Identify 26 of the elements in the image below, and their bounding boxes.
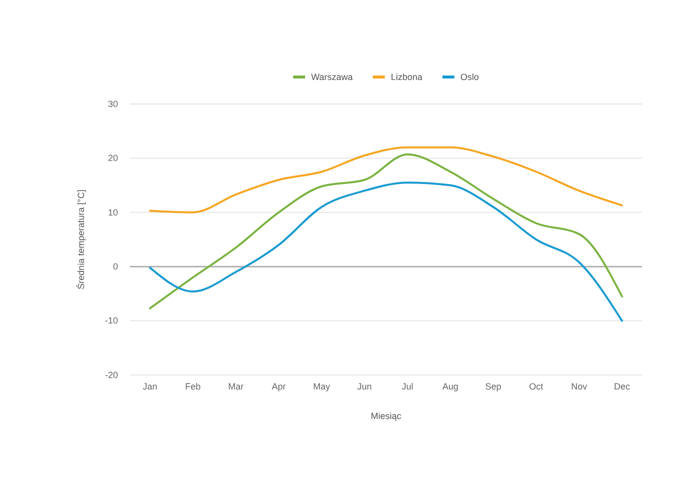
x-tick-label: Oct xyxy=(529,381,544,392)
x-tick-label: May xyxy=(313,381,331,392)
line-series xyxy=(149,146,623,214)
x-tick-label: Nov xyxy=(571,381,588,392)
x-tick-label: Jul xyxy=(402,381,414,392)
y-tick-label: 10 xyxy=(108,207,118,218)
x-axis-title: Miesiąc xyxy=(370,411,402,421)
legend-label: Oslo xyxy=(460,72,479,82)
legend-label: Lizbona xyxy=(390,72,422,82)
y-tick-label: -10 xyxy=(104,316,118,326)
y-axis-title: Średnia temperatura [°C] xyxy=(75,190,86,290)
x-tick-label: Jan xyxy=(142,381,158,392)
line-series xyxy=(149,153,623,310)
y-tick-label: -20 xyxy=(104,370,118,380)
x-tick-label: Dec xyxy=(614,381,630,392)
x-tick-label: Mar xyxy=(228,381,244,392)
x-tick-label: Feb xyxy=(185,381,201,392)
x-tick-label: Aug xyxy=(442,381,458,392)
x-tick-label: Apr xyxy=(272,381,286,392)
x-tick-label: Sep xyxy=(485,381,502,392)
y-tick-label: 20 xyxy=(108,153,118,164)
y-tick-label: 30 xyxy=(108,98,118,109)
legend-label: Warszawa xyxy=(311,72,353,82)
y-tick-label: 0 xyxy=(112,261,118,272)
line-series xyxy=(149,182,623,322)
x-tick-label: Jun xyxy=(357,381,372,392)
